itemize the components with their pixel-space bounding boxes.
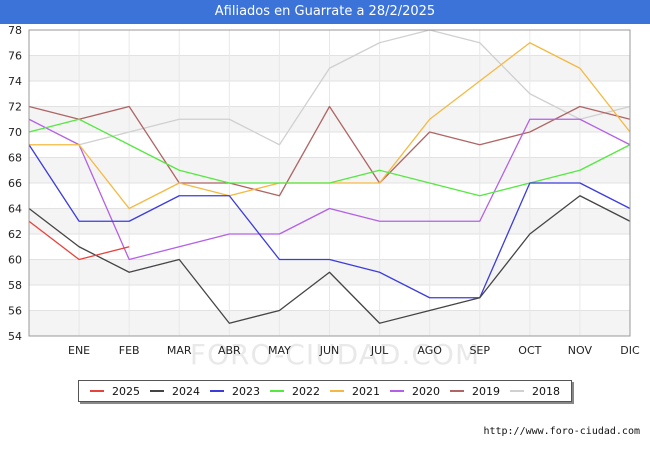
legend-swatch xyxy=(510,390,524,392)
legend-label: 2021 xyxy=(352,384,380,398)
legend-label: 2018 xyxy=(532,384,560,398)
x-tick-label: ABR xyxy=(218,344,241,357)
legend-label: 2022 xyxy=(292,384,320,398)
legend-item-2020: 2020 xyxy=(390,385,440,398)
chart-series xyxy=(28,29,631,324)
legend-label: 2023 xyxy=(232,384,260,398)
x-tick-label: MAR xyxy=(167,344,192,357)
line-chart: FORO-CIUDAD.COM 54 56 58 60 62 64 66 68 70 72 74 76… xyxy=(8,24,640,371)
legend-swatch xyxy=(390,390,404,392)
x-tick-label: OCT xyxy=(518,344,541,357)
chart-title: Afiliados en Guarrate a 28/2/2025 xyxy=(0,0,650,24)
chart-legend: 2025 2024 2023 2022 2021 2020 2019 2018 xyxy=(78,380,572,402)
watermark-text: FORO-CIUDAD.COM xyxy=(190,338,480,371)
x-tick-label: JUL xyxy=(370,344,389,357)
y-tick-label: 62 xyxy=(8,228,22,241)
y-tick-label: 54 xyxy=(8,330,22,343)
y-axis-ticks: 54 56 58 60 62 64 66 68 70 72 74 76 78 xyxy=(8,24,22,343)
legend-swatch xyxy=(90,390,104,392)
legend-swatch xyxy=(210,390,224,392)
legend-item-2021: 2021 xyxy=(330,385,380,398)
legend-label: 2019 xyxy=(472,384,500,398)
x-tick-label: SEP xyxy=(469,344,490,357)
x-tick-label: NOV xyxy=(568,344,593,357)
legend-item-2019: 2019 xyxy=(450,385,500,398)
plot-border xyxy=(28,29,631,337)
y-tick-label: 72 xyxy=(8,101,22,114)
legend-swatch xyxy=(330,390,344,392)
legend-item-2022: 2022 xyxy=(270,385,320,398)
legend-item-2025: 2025 xyxy=(90,385,140,398)
source-url: http://www.foro-ciudad.com xyxy=(483,426,640,437)
y-tick-label: 68 xyxy=(8,152,22,165)
y-tick-label: 60 xyxy=(8,254,22,267)
series-line-2023 xyxy=(28,144,631,299)
y-tick-label: 70 xyxy=(8,126,22,139)
legend-label: 2020 xyxy=(412,384,440,398)
x-tick-label: FEB xyxy=(119,344,140,357)
x-tick-label: JUN xyxy=(319,344,340,357)
legend-swatch xyxy=(150,390,164,392)
x-tick-label: MAY xyxy=(268,344,291,357)
series-line-2018 xyxy=(78,29,631,146)
series-line-2025 xyxy=(28,220,130,261)
legend-swatch xyxy=(270,390,284,392)
y-tick-label: 66 xyxy=(8,177,22,190)
y-tick-label: 74 xyxy=(8,75,22,88)
x-tick-label: AGO xyxy=(417,344,442,357)
legend-item-2023: 2023 xyxy=(210,385,260,398)
legend-label: 2024 xyxy=(172,384,200,398)
series-line-2019 xyxy=(28,105,631,197)
x-axis-ticks: ENE FEB MAR ABR MAY JUN JUL AGO SEP OCT NOV DIC xyxy=(68,344,640,357)
x-tick-label: DIC xyxy=(620,344,640,357)
y-tick-label: 76 xyxy=(8,50,22,63)
y-tick-label: 56 xyxy=(8,305,22,318)
series-line-2020 xyxy=(28,118,631,261)
y-tick-label: 58 xyxy=(8,279,22,292)
y-tick-label: 78 xyxy=(8,24,22,37)
y-tick-label: 64 xyxy=(8,203,22,216)
legend-item-2018: 2018 xyxy=(510,385,560,398)
x-tick-label: ENE xyxy=(68,344,90,357)
legend-item-2024: 2024 xyxy=(150,385,200,398)
series-line-2024 xyxy=(28,195,631,324)
legend-swatch xyxy=(450,390,464,392)
legend-label: 2025 xyxy=(112,384,140,398)
